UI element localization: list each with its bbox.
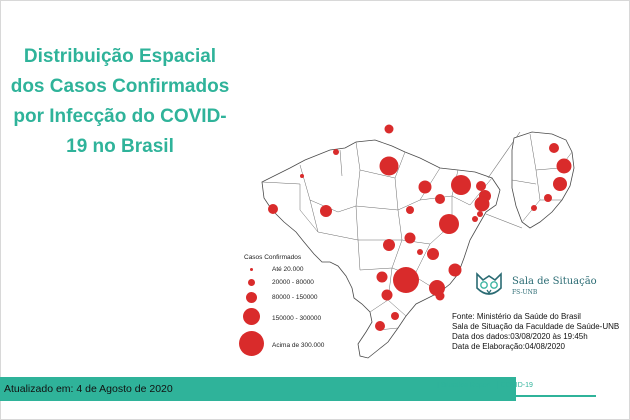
separator: | [492, 382, 501, 389]
bubble-sc [391, 312, 399, 320]
legend-label: Até 20.000 [272, 266, 304, 273]
bubble-ne-small [417, 249, 423, 255]
bubble-sp [393, 267, 419, 293]
legend-dot [250, 268, 253, 271]
inset-bubble-5 [531, 205, 537, 211]
bubble-rn [476, 181, 486, 191]
bubble-rr [333, 149, 339, 155]
bubble-to [406, 206, 414, 214]
inset-bubble-1 [549, 143, 559, 153]
footer-report: | Situation Report | COVID-19 [437, 382, 533, 389]
case-bubbles [268, 124, 491, 331]
bubble-mt [383, 239, 395, 251]
legend-dot [239, 331, 264, 356]
legend-dot [248, 279, 255, 286]
legend-label: 80000 - 150000 [272, 294, 318, 301]
legend-item: 20000 - 80000 [236, 276, 376, 296]
updated-bar: Atualizado em: 4 de Agosto de 2020 [0, 377, 516, 401]
bubble-pi [435, 194, 445, 204]
zoom-line-bottom [485, 213, 523, 229]
situation-report-label: Situation Report [440, 382, 491, 389]
legend-item: Acima de 300.000 [236, 331, 376, 356]
page-title: Distribuição Espacial dos Casos Confirma… [10, 46, 230, 157]
info-line: Fonte: Ministério da Saúde do Brasil [452, 312, 581, 321]
bubble-go [404, 232, 416, 244]
sala-de-situacao-brand: Sala de Situação FS-UNB [474, 270, 604, 300]
inset-bubbles [531, 143, 572, 211]
legend-item: 150000 - 300000 [236, 307, 376, 327]
legend-dot [246, 292, 257, 303]
bubble-ap [384, 124, 394, 134]
bubble-rs [375, 321, 385, 331]
separator: | [437, 382, 441, 389]
northeast-inset-outline [511, 131, 575, 229]
inset-bubble-4 [544, 194, 552, 202]
source-info: Fonte: Ministério da Saúde do Brasil Sal… [452, 312, 619, 352]
legend-item: Até 20.000 [236, 264, 376, 284]
bubble-pr [381, 289, 393, 301]
legend-title: Casos Confirmados [244, 254, 302, 261]
brand-name: Sala de Situação [512, 276, 597, 287]
bubble-ma [418, 180, 432, 194]
bubble-mg [448, 263, 462, 277]
bubble-ms [376, 271, 388, 283]
brand-subtitle: FS-UNB [512, 289, 538, 296]
bubble-se [472, 216, 478, 222]
bubble-pe [474, 196, 490, 212]
inset-bubble-2 [556, 158, 572, 174]
bubble-es [435, 291, 445, 301]
inset-bubble-3 [553, 177, 567, 191]
footer-underline [516, 395, 596, 397]
legend-dot [243, 308, 260, 325]
bubble-ce [451, 175, 471, 195]
legend-label: Acima de 300.000 [272, 342, 325, 349]
legend-label: 150000 - 300000 [272, 315, 322, 322]
info-line: Sala de Situação da Faculdade de Saúde-U… [452, 322, 620, 331]
bubble-ba [439, 214, 459, 234]
owl-logo-icon [476, 272, 502, 295]
bubble-am [300, 174, 304, 178]
bubble-df [427, 248, 439, 260]
bubble-ac [268, 204, 278, 214]
legend-label: 20000 - 80000 [272, 279, 314, 286]
map-legend: Casos Confirmados Até 20.000 20000 - 800… [236, 254, 376, 364]
info-line: Data de Elaboração:04/08/2020 [452, 342, 565, 351]
bubble-ro [320, 205, 332, 217]
info-line: Data dos dados:03/08/2020 às 19:45h [452, 332, 588, 341]
legend-item: 80000 - 150000 [236, 290, 376, 310]
bubble-al [477, 211, 483, 217]
covid-label: COVID-19 [500, 382, 533, 389]
bubble-pa [379, 156, 399, 176]
